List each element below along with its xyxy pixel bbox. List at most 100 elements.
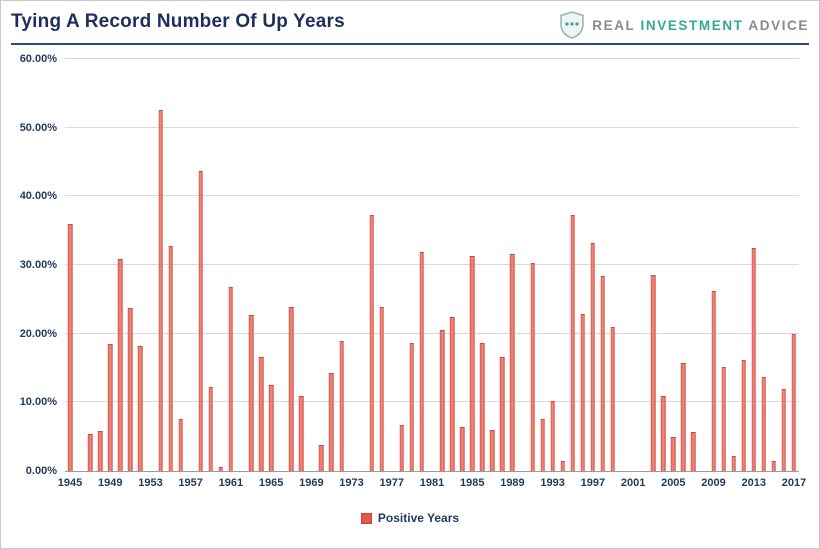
bar-2014 — [761, 376, 767, 471]
bar-1945 — [67, 224, 73, 471]
bar-1952 — [138, 345, 143, 471]
bar-1951 — [128, 307, 133, 471]
x-tick-label-1953: 1953 — [138, 477, 163, 489]
x-tick-label-1977: 1977 — [379, 477, 405, 489]
x-axis-labels: 1945 1949 1953 1957 1961 1965 1969 1973 1977 1981… — [58, 477, 806, 493]
bar-2015 — [771, 461, 777, 471]
bar-1989 — [510, 254, 515, 471]
bar-1996 — [580, 314, 586, 471]
brand-word-advice: ADVICE — [748, 17, 809, 33]
brand-word-real: REAL — [592, 17, 636, 33]
bar-2006 — [681, 362, 686, 471]
bar-1948 — [97, 430, 103, 471]
bar-2009 — [711, 291, 716, 471]
bar-1947 — [87, 434, 93, 471]
y-tick-label: 40.00% — [19, 190, 57, 203]
bar-1980 — [419, 252, 425, 471]
y-tick-label: 30.00% — [19, 259, 57, 271]
bar-1979 — [409, 342, 415, 471]
bar-1971 — [329, 372, 334, 471]
y-tick-label: 50.00% — [19, 121, 57, 134]
bar-1993 — [550, 401, 555, 471]
header-divider — [11, 43, 809, 45]
x-tick-label-1989: 1989 — [500, 477, 525, 489]
x-tick-label-1969: 1969 — [299, 477, 324, 489]
bar-1968 — [299, 395, 304, 471]
bar-1963 — [248, 314, 254, 471]
bar-1982 — [439, 329, 445, 471]
x-tick-label-2009: 2009 — [701, 477, 726, 489]
gridline-10 — [65, 401, 799, 403]
gridline-40 — [65, 195, 799, 197]
bar-2012 — [741, 360, 746, 471]
x-tick-label-1957: 1957 — [178, 477, 203, 489]
bar-1994 — [560, 461, 565, 471]
bar-1999 — [610, 327, 616, 471]
bar-2013 — [751, 248, 756, 471]
x-tick-label-2013: 2013 — [741, 477, 766, 489]
bar-1988 — [500, 356, 505, 471]
x-tick-label-2017: 2017 — [781, 477, 807, 489]
bar-1956 — [178, 418, 183, 471]
bar-1970 — [319, 445, 324, 471]
gridline-60 — [65, 58, 799, 59]
bar-1960 — [218, 466, 224, 471]
bar-2010 — [721, 367, 726, 471]
bar-1964 — [258, 356, 264, 471]
x-tick-label-1973: 1973 — [339, 477, 364, 489]
brand-logo: REAL INVESTMENT ADVICE — [559, 7, 809, 39]
bar-1972 — [339, 340, 344, 471]
bar-1986 — [480, 342, 485, 471]
gridline-50 — [65, 126, 799, 128]
bar-2005 — [671, 437, 676, 471]
bar-1954 — [158, 109, 163, 471]
gridline-20 — [65, 332, 799, 334]
x-tick-label-1949: 1949 — [97, 477, 123, 489]
bar-1965 — [268, 384, 274, 471]
bar-1998 — [600, 275, 606, 471]
bar-1985 — [469, 255, 475, 471]
y-tick-label: 20.00% — [19, 327, 57, 340]
bar-1991 — [530, 262, 535, 471]
y-tick-label: 0.00% — [25, 465, 57, 477]
bar-1967 — [288, 306, 294, 471]
chart-title: Tying A Record Number Of Up Years — [11, 11, 345, 32]
bar-1959 — [208, 386, 214, 471]
bar-1984 — [459, 426, 465, 471]
bar-2003 — [650, 275, 656, 471]
bar-1978 — [399, 425, 405, 471]
shield-icon — [559, 11, 585, 39]
x-tick-label-2005: 2005 — [661, 477, 686, 489]
bar-1955 — [168, 246, 173, 471]
x-tick-label-1993: 1993 — [540, 477, 565, 489]
bar-1995 — [570, 214, 576, 471]
brand-wordmark: REAL INVESTMENT ADVICE — [592, 18, 809, 33]
x-tick-label-1945: 1945 — [57, 477, 83, 489]
chart-legend: Positive Years — [1, 511, 819, 525]
x-tick-label-1961: 1961 — [218, 477, 244, 489]
x-tick-label-2001: 2001 — [620, 477, 646, 489]
bar-2016 — [781, 388, 787, 471]
legend-marker-positive-years — [360, 512, 372, 524]
bar-1949 — [107, 344, 113, 471]
bar-2017 — [791, 334, 797, 471]
bar-1958 — [198, 170, 203, 471]
bar-1983 — [449, 316, 455, 471]
y-tick-label: 10.00% — [19, 396, 57, 409]
header: Tying A Record Number Of Up Years REAL I… — [11, 7, 809, 39]
bar-2004 — [661, 395, 666, 471]
bar-1961 — [228, 286, 234, 471]
y-tick-label: 60.00% — [19, 53, 57, 65]
bar-1976 — [379, 306, 384, 471]
bar-1992 — [540, 418, 545, 471]
bar-2011 — [731, 455, 736, 471]
x-tick-label-1985: 1985 — [459, 477, 485, 489]
legend-label: Positive Years — [377, 511, 460, 525]
gridline-30 — [65, 264, 799, 265]
bar-1950 — [118, 258, 123, 471]
bar-1987 — [490, 429, 495, 471]
x-tick-label-1965: 1965 — [258, 477, 284, 489]
plot-area: 0.00% 10.00% 20.00% 30.00% 40.00% 50.00% 60.00… — [20, 53, 799, 477]
x-tick-label-1981: 1981 — [419, 477, 445, 489]
